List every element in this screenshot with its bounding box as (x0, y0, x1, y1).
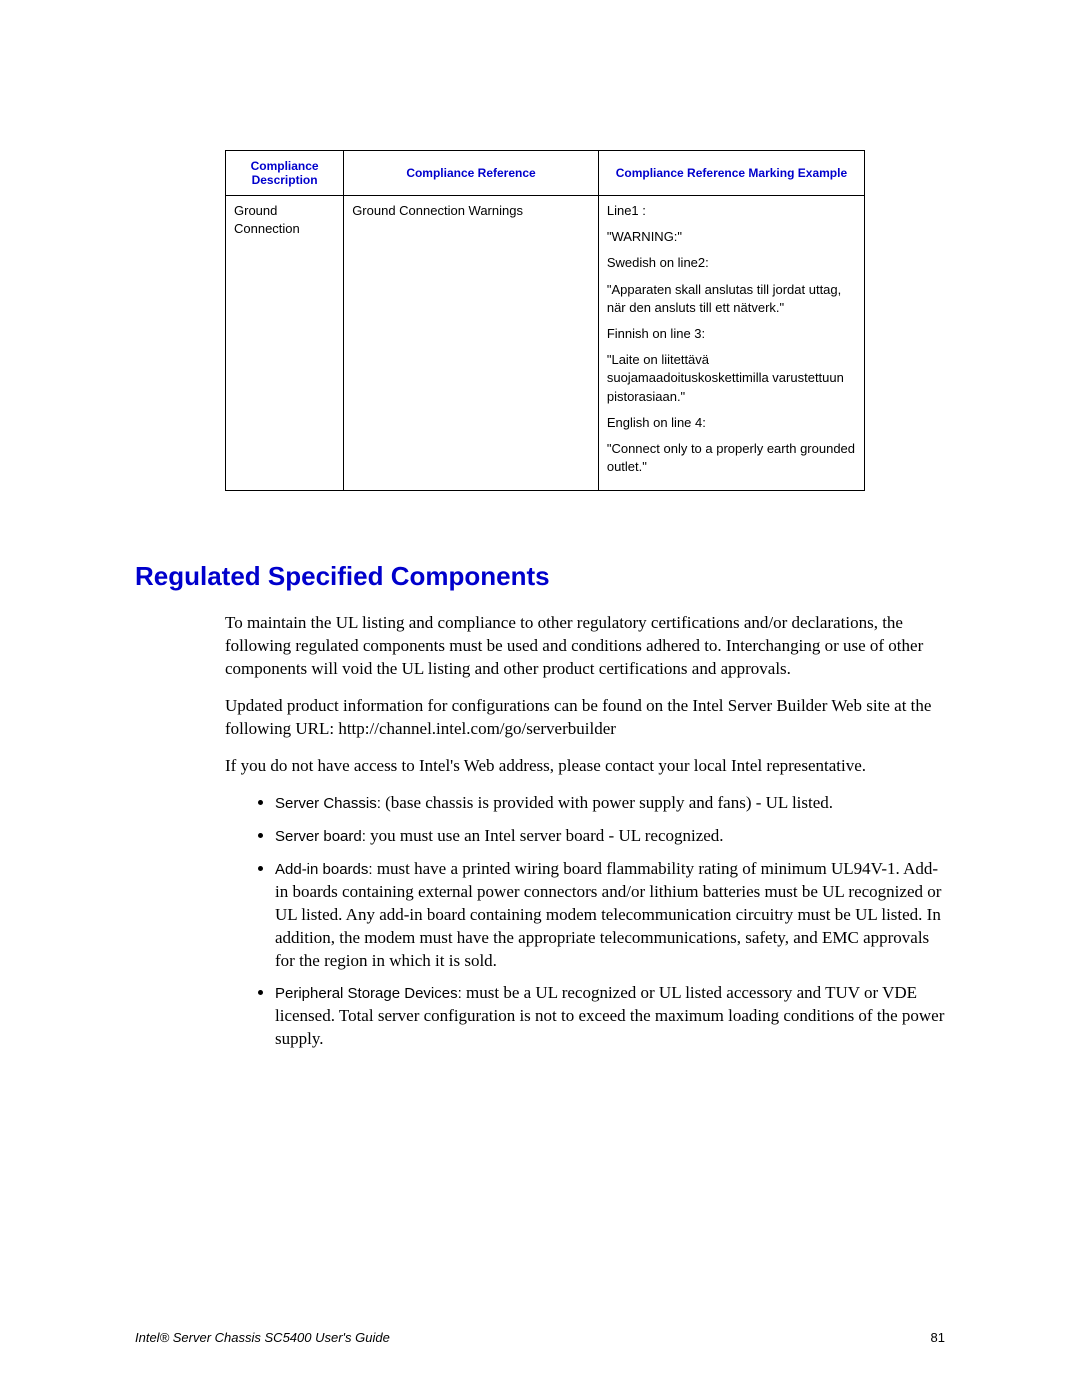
marking-line: Finnish on line 3: (607, 325, 856, 343)
header-marking-example: Compliance Reference Marking Example (598, 151, 864, 196)
cell-reference: Ground Connection Warnings (344, 196, 599, 491)
marking-line: Line1 : (607, 202, 856, 220)
list-item: Add-in boards: must have a printed wirin… (275, 858, 945, 973)
page-footer: Intel® Server Chassis SC5400 User's Guid… (135, 1330, 945, 1345)
marking-line: "WARNING:" (607, 228, 856, 246)
page-content: Compliance Description Compliance Refere… (0, 0, 1080, 1051)
paragraph: If you do not have access to Intel's Web… (225, 755, 945, 778)
list-item: Peripheral Storage Devices: must be a UL… (275, 982, 945, 1051)
item-text: you must use an Intel server board - UL … (366, 826, 724, 845)
compliance-table: Compliance Description Compliance Refere… (225, 150, 865, 491)
list-item: Server board: you must use an Intel serv… (275, 825, 945, 848)
marking-line: Swedish on line2: (607, 254, 856, 272)
header-compliance-reference: Compliance Reference (344, 151, 599, 196)
paragraph: To maintain the UL listing and complianc… (225, 612, 945, 681)
cell-marking: Line1 : "WARNING:" Swedish on line2: "Ap… (598, 196, 864, 491)
marking-line: "Apparaten skall anslutas till jordat ut… (607, 281, 856, 317)
paragraph: Updated product information for configur… (225, 695, 945, 741)
table-row: Ground Connection Ground Connection Warn… (226, 196, 865, 491)
header-compliance-description: Compliance Description (226, 151, 344, 196)
item-label: Add-in boards: (275, 861, 373, 878)
marking-line: English on line 4: (607, 414, 856, 432)
page-number: 81 (931, 1330, 945, 1345)
section-heading: Regulated Specified Components (135, 561, 945, 592)
footer-title: Intel® Server Chassis SC5400 User's Guid… (135, 1330, 390, 1345)
component-list: Server Chassis: (base chassis is provide… (255, 792, 945, 1051)
cell-description: Ground Connection (226, 196, 344, 491)
table-header-row: Compliance Description Compliance Refere… (226, 151, 865, 196)
list-item: Server Chassis: (base chassis is provide… (275, 792, 945, 815)
item-label: Server board: (275, 828, 366, 845)
item-text: must have a printed wiring board flammab… (275, 859, 941, 970)
item-text: (base chassis is provided with power sup… (381, 793, 833, 812)
marking-line: "Laite on liitettävä suojamaadoituskoske… (607, 351, 856, 406)
marking-line: "Connect only to a properly earth ground… (607, 440, 856, 476)
item-label: Server Chassis: (275, 795, 381, 812)
item-label: Peripheral Storage Devices: (275, 985, 462, 1002)
